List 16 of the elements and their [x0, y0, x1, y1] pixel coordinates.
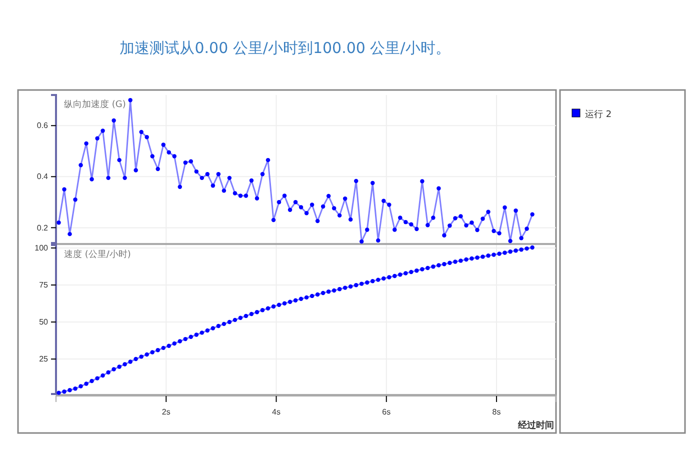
x-axis-title: 经过时间 — [517, 420, 554, 431]
y-axis-title: 纵向加速度 (G) — [64, 99, 126, 110]
y-tick-label: 75 — [39, 280, 49, 290]
x-tick-label: 2s — [162, 408, 170, 417]
y-axis-title: 速度 (公里/小时) — [64, 249, 131, 260]
y-tick-label: 0.4 — [36, 172, 49, 182]
y-tick-label: 0.2 — [36, 223, 49, 232]
legend-label: 运行 2 — [585, 109, 612, 120]
y-tick-label: 25 — [39, 354, 49, 364]
chart-title: 加速测试从0.00 公里/小时到100.00 公里/小时。 — [120, 39, 450, 57]
y-tick-label: 0.6 — [36, 121, 49, 130]
x-tick-label: 6s — [382, 408, 391, 417]
y-tick-label: 50 — [39, 318, 49, 327]
x-tick-label: 4s — [272, 408, 280, 417]
x-tick-label: 8s — [492, 408, 501, 417]
y-tick-label: 100 — [34, 244, 49, 253]
